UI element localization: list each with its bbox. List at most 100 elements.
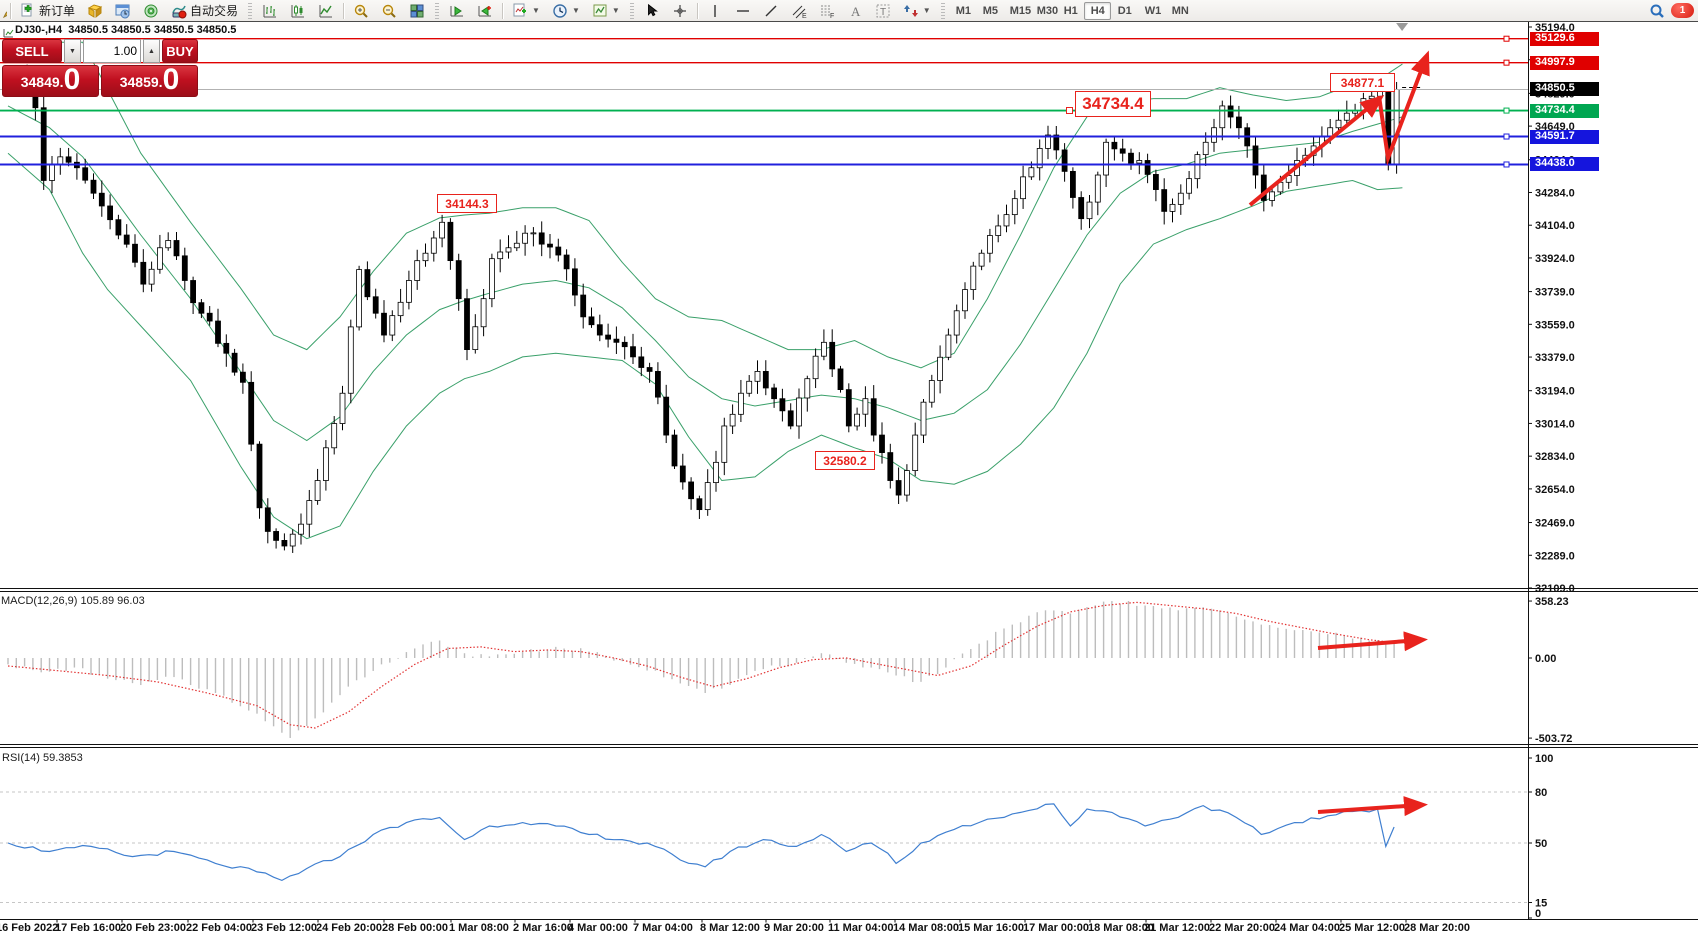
text-tool-button[interactable]: A xyxy=(842,0,868,21)
autotrading-button[interactable]: 自动交易 xyxy=(166,0,243,21)
trend-arrow[interactable] xyxy=(1248,94,1385,207)
candlestick-mode-button[interactable] xyxy=(285,0,311,21)
sell-price-main: 34849. xyxy=(20,74,64,90)
sell-price-button[interactable]: 34849. 0 xyxy=(2,65,99,97)
price-badge-34850.5: 34850.5 xyxy=(1530,82,1599,97)
indicators-icon xyxy=(512,3,528,19)
chart-ohlc-values: 34850.5 34850.5 34850.5 34850.5 xyxy=(68,24,237,36)
price-axis[interactable]: 35194.035014.034829.034649.034464.034284… xyxy=(1528,22,1575,920)
channel-tool-button[interactable]: E xyxy=(786,0,812,21)
arrows-dropdown-arrow: ▼ xyxy=(922,6,931,15)
trend-arrow[interactable] xyxy=(1317,796,1428,817)
timeframe-m30-button[interactable]: M30 xyxy=(1030,2,1058,20)
svg-text:17 Mar 00:00: 17 Mar 00:00 xyxy=(1023,922,1089,934)
svg-text:33379.0: 33379.0 xyxy=(1535,352,1575,364)
svg-text:16 Feb 2022: 16 Feb 2022 xyxy=(0,922,58,934)
svg-text:33014.0: 33014.0 xyxy=(1535,418,1575,430)
new-order-icon xyxy=(20,3,36,19)
level-lines[interactable] xyxy=(0,35,1528,168)
market-watch-button[interactable] xyxy=(110,0,136,21)
timeframe-m15-button[interactable]: M15 xyxy=(1003,2,1031,20)
svg-text:28 Mar 20:00: 28 Mar 20:00 xyxy=(1404,922,1470,934)
trend-arrows[interactable] xyxy=(1248,50,1430,817)
svg-text:8 Mar 12:00: 8 Mar 12:00 xyxy=(700,922,760,934)
rsi-panel[interactable] xyxy=(0,791,1528,903)
price-badge-35129.6: 35129.6 xyxy=(1530,31,1599,46)
svg-text:1 Mar 08:00: 1 Mar 08:00 xyxy=(449,922,509,934)
svg-text:358.23: 358.23 xyxy=(1535,596,1569,608)
indicators-button[interactable]: ▼ xyxy=(507,0,545,21)
new-order-button[interactable]: 新订单 xyxy=(15,0,80,21)
sell-price-big-digit: 0 xyxy=(63,63,81,96)
cursor-tool-button[interactable] xyxy=(639,0,665,21)
horizontal-line-icon xyxy=(735,3,751,19)
buy-button[interactable]: BUY xyxy=(162,39,198,63)
autotrading-label: 自动交易 xyxy=(190,4,239,18)
hline-tool-button[interactable] xyxy=(730,0,756,21)
trend-arrow[interactable] xyxy=(1317,631,1428,652)
arrow-objects-icon xyxy=(903,3,919,19)
vline-tool-button[interactable] xyxy=(702,0,728,21)
price-annotation-label[interactable]: 34734.4 xyxy=(1075,91,1151,117)
trendline-icon xyxy=(763,3,779,19)
sell-button[interactable]: SELL xyxy=(2,39,62,63)
notification-count: 1 xyxy=(1679,5,1686,16)
navigator-icon xyxy=(143,3,159,19)
trend-arrow[interactable] xyxy=(1377,50,1430,166)
arrows-tool-button[interactable]: ▼ xyxy=(898,0,936,21)
buy-price-big-digit: 0 xyxy=(162,63,180,96)
periods-button[interactable]: ▼ xyxy=(547,0,585,21)
rsi-indicator-label: RSI(14) 59.3853 xyxy=(2,752,83,764)
volume-input[interactable]: 1.00 xyxy=(83,39,141,63)
price-annotation-label[interactable]: 32580.2 xyxy=(815,451,875,470)
timeframe-h1-button[interactable]: H1 xyxy=(1057,2,1084,20)
notification-badge[interactable]: 1 xyxy=(1671,3,1694,18)
svg-text:32654.0: 32654.0 xyxy=(1535,484,1575,496)
candlestick-series[interactable] xyxy=(7,64,1400,553)
chart-shift-button[interactable] xyxy=(472,0,498,21)
main-toolbar: 新订单 自动交易 ▼ ▼ ▼ E F A T ▼ xyxy=(0,0,1698,22)
svg-text:-503.72: -503.72 xyxy=(1535,733,1572,745)
templates-button[interactable]: ▼ xyxy=(587,0,625,21)
price-badge-34438.0: 34438.0 xyxy=(1530,157,1599,172)
timeframe-w1-button[interactable]: W1 xyxy=(1138,2,1165,20)
price-annotation-label[interactable]: 34877.1 xyxy=(1330,73,1395,92)
timeframe-mn-button[interactable]: MN xyxy=(1165,2,1192,20)
svg-text:32109.0: 32109.0 xyxy=(1535,583,1575,595)
svg-text:33924.0: 33924.0 xyxy=(1535,253,1575,265)
svg-text:33739.0: 33739.0 xyxy=(1535,287,1575,299)
price-annotation-label[interactable]: 34144.3 xyxy=(437,194,497,213)
auto-scroll-button[interactable] xyxy=(444,0,470,21)
crosshair-tool-button[interactable] xyxy=(667,0,693,21)
search-button[interactable] xyxy=(1644,0,1670,21)
svg-text:0.00: 0.00 xyxy=(1535,653,1556,665)
label-anchor-handle[interactable] xyxy=(1066,107,1073,114)
svg-text:34284.0: 34284.0 xyxy=(1535,187,1575,199)
zoom-out-button[interactable] xyxy=(376,0,402,21)
timeframe-m1-button[interactable]: M1 xyxy=(949,2,976,20)
line-chart-mode-button[interactable] xyxy=(313,0,339,21)
crosshair-icon xyxy=(672,3,688,19)
fibonacci-icon: F xyxy=(819,3,835,19)
profiles-button[interactable] xyxy=(82,0,108,21)
fibonacci-tool-button[interactable]: F xyxy=(814,0,840,21)
volume-increase-button[interactable]: ▲ xyxy=(143,39,160,63)
buy-price-button[interactable]: 34859. 0 xyxy=(101,65,198,97)
svg-text:22 Mar 20:00: 22 Mar 20:00 xyxy=(1209,922,1275,934)
svg-text:32834.0: 32834.0 xyxy=(1535,451,1575,463)
bar-chart-mode-button[interactable] xyxy=(257,0,283,21)
tile-windows-button[interactable] xyxy=(404,0,430,21)
zoom-out-icon xyxy=(381,3,397,19)
timeframe-d1-button[interactable]: D1 xyxy=(1111,2,1138,20)
macd-panel[interactable] xyxy=(7,601,1395,738)
trendline-tool-button[interactable] xyxy=(758,0,784,21)
zoom-in-button[interactable] xyxy=(348,0,374,21)
timeframe-h4-button[interactable]: H4 xyxy=(1083,1,1111,20)
navigator-button[interactable] xyxy=(138,0,164,21)
svg-text:33194.0: 33194.0 xyxy=(1535,386,1575,398)
volume-decrease-button[interactable]: ▼ xyxy=(64,39,81,63)
text-label-tool-button[interactable]: T xyxy=(870,0,896,21)
timeframe-m5-button[interactable]: M5 xyxy=(976,2,1003,20)
